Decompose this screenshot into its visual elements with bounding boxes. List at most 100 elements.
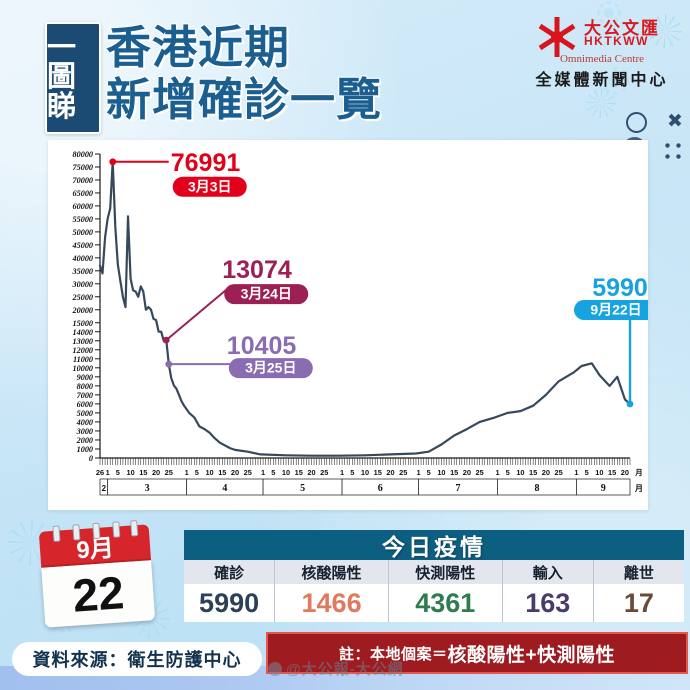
calendar-ring-icon: [72, 524, 81, 541]
svg-text:70000: 70000: [73, 176, 93, 185]
calendar-icon: 9月 22: [38, 520, 156, 628]
svg-text:1: 1: [261, 468, 265, 477]
svg-text:3: 3: [145, 483, 150, 494]
svg-text:9000: 9000: [77, 373, 93, 382]
svg-text:5000: 5000: [77, 409, 93, 418]
svg-text:1000: 1000: [77, 445, 93, 454]
svg-text:35000: 35000: [72, 267, 93, 276]
svg-text:3月25日: 3月25日: [245, 360, 296, 376]
svg-text:10: 10: [126, 468, 134, 477]
svg-text:55000: 55000: [73, 215, 93, 224]
svg-text:25000: 25000: [72, 293, 93, 302]
today-column-label: 核酸陽性: [275, 560, 388, 584]
logo-chinese-subtitle: 全媒體新聞中心: [535, 72, 669, 89]
svg-text:1: 1: [416, 468, 420, 477]
note-banner: 註：本地個案＝ 核酸陽性+快測陽性: [266, 632, 688, 674]
today-column-1: 核酸陽性 1466: [275, 560, 389, 622]
today-column-0: 確診 5990: [184, 560, 276, 622]
svg-text:25: 25: [399, 468, 407, 477]
svg-text:13000: 13000: [73, 337, 93, 346]
svg-text:5990: 5990: [592, 274, 648, 302]
hktkww-mark-icon: [538, 17, 576, 57]
today-column-label: 輸入: [502, 560, 593, 584]
svg-text:1: 1: [574, 468, 578, 477]
svg-text:20: 20: [621, 468, 629, 477]
svg-text:15: 15: [295, 468, 303, 477]
svg-text:20: 20: [463, 468, 471, 477]
svg-text:5: 5: [271, 468, 275, 477]
today-column-label: 離世: [593, 560, 685, 584]
watermark: @大公報-大公網: [268, 658, 404, 679]
svg-text:80000: 80000: [73, 150, 93, 159]
svg-text:3月24日: 3月24日: [241, 286, 292, 302]
today-column-4: 離世 17: [593, 560, 685, 622]
svg-text:60000: 60000: [73, 202, 93, 211]
svg-text:1: 1: [495, 468, 499, 477]
calendar-ring-icon: [112, 521, 121, 538]
svg-text:5: 5: [506, 468, 510, 477]
svg-text:20: 20: [386, 468, 394, 477]
today-heading: 今日疫情: [184, 530, 684, 560]
page-title: 香港近期 新增確診一覽: [106, 22, 382, 126]
svg-text:3月3日: 3月3日: [188, 178, 232, 194]
svg-text:9月22日: 9月22日: [590, 301, 641, 317]
svg-text:5: 5: [585, 468, 589, 477]
svg-text:2000: 2000: [76, 436, 93, 445]
calendar-ring-icon: [130, 520, 139, 537]
today-column-value: 4361: [415, 587, 476, 618]
calendar-ring-icon: [52, 525, 61, 542]
svg-text:25: 25: [320, 468, 328, 477]
svg-text:7000: 7000: [77, 391, 93, 400]
svg-text:0: 0: [89, 454, 93, 463]
epidemic-line-chart: 0100020003000400050006000700080009000100…: [72, 149, 648, 496]
svg-text:4: 4: [222, 483, 227, 494]
svg-text:5: 5: [300, 483, 305, 494]
title-badge: 一圖睇: [45, 22, 101, 134]
svg-text:15: 15: [450, 468, 458, 477]
svg-text:15000: 15000: [73, 319, 93, 328]
svg-text:40000: 40000: [72, 254, 93, 263]
calendar-ring-icon: [92, 522, 101, 540]
svg-text:12000: 12000: [73, 346, 93, 355]
svg-text:月: 月: [634, 468, 642, 477]
svg-text:45000: 45000: [72, 241, 93, 250]
svg-text:30000: 30000: [72, 280, 93, 289]
svg-text:20: 20: [152, 468, 160, 477]
svg-text:15: 15: [218, 468, 226, 477]
brand-logo: 大公文匯 HKTKWW Omnimedia Centre 全媒體新聞中心: [522, 8, 682, 92]
svg-text:10405: 10405: [227, 332, 297, 360]
source-label: 資料來源：衛生防護中心: [12, 642, 262, 676]
today-column-label: 快測陽性: [388, 560, 502, 584]
today-table: 確診 5990 核酸陽性 1466 快測陽性 4361 輸入 163 離世 17: [184, 560, 685, 622]
svg-text:5: 5: [427, 468, 431, 477]
svg-text:65000: 65000: [73, 189, 93, 198]
svg-text:4000: 4000: [76, 418, 93, 427]
svg-text:13074: 13074: [222, 256, 292, 284]
today-column-value: 5990: [199, 587, 260, 618]
today-summary-panel: 今日疫情 確診 5990 核酸陽性 1466 快測陽性 4361 輸入 163 離世 17: [184, 530, 685, 622]
svg-text:20: 20: [542, 468, 550, 477]
today-column-2: 快測陽性 4361: [388, 560, 503, 622]
svg-text:3000: 3000: [76, 427, 93, 436]
svg-text:10: 10: [437, 468, 445, 477]
svg-text:10: 10: [361, 468, 369, 477]
watermark-text: @大公報-大公網: [286, 661, 404, 678]
svg-text:10: 10: [282, 468, 290, 477]
svg-text:25: 25: [555, 468, 563, 477]
svg-text:8000: 8000: [77, 382, 93, 391]
svg-text:26: 26: [96, 468, 104, 477]
svg-text:25: 25: [244, 468, 252, 477]
today-column-value: 17: [623, 587, 654, 618]
svg-text:1: 1: [185, 468, 189, 477]
svg-text:月: 月: [634, 484, 643, 493]
svg-text:20: 20: [307, 468, 315, 477]
svg-text:5: 5: [195, 468, 199, 477]
svg-text:10: 10: [516, 468, 524, 477]
svg-text:1: 1: [340, 468, 344, 477]
svg-text:20000: 20000: [72, 306, 93, 315]
today-column-value: 1466: [301, 587, 362, 618]
svg-text:10: 10: [595, 468, 603, 477]
logo-subtitle: Omnimedia Centre: [559, 53, 644, 65]
svg-text:6: 6: [378, 483, 383, 494]
